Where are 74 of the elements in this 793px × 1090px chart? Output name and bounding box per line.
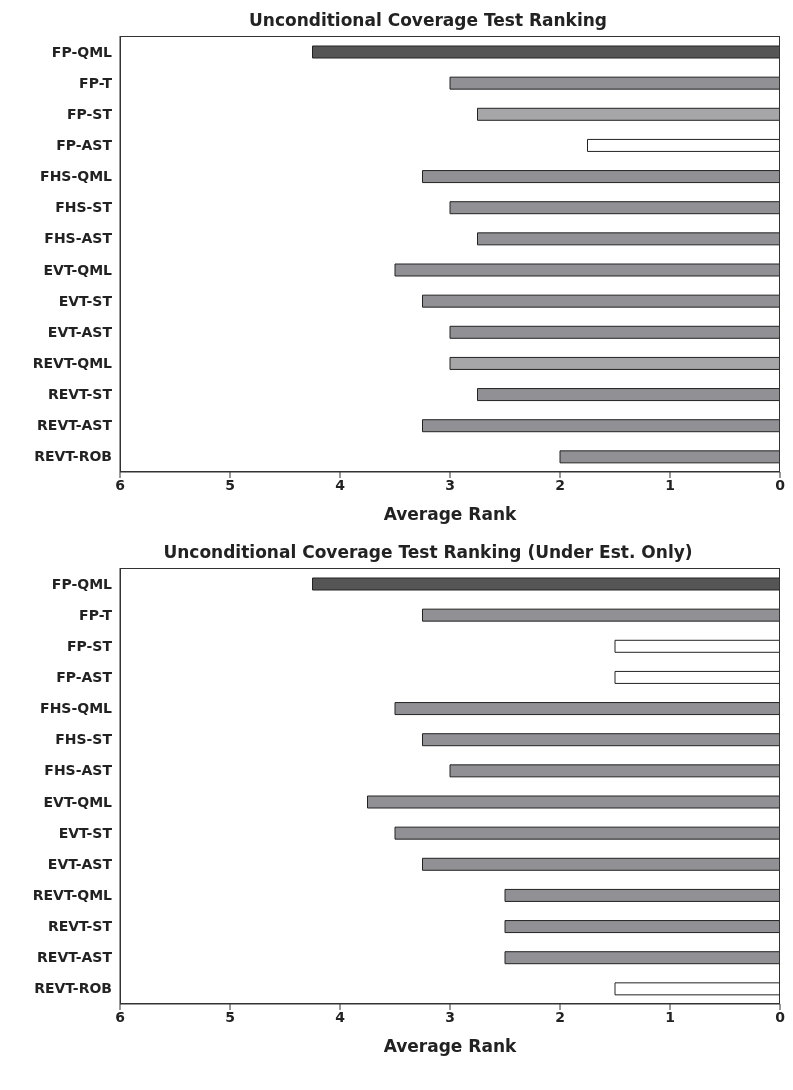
y-tick-label: EVT-AST <box>47 323 113 340</box>
bar <box>504 951 780 965</box>
bar <box>504 888 780 902</box>
bar <box>367 795 780 809</box>
y-tick-label: REVT-QML <box>32 354 113 371</box>
bar <box>614 639 780 653</box>
bar <box>449 764 780 778</box>
bar <box>312 45 780 59</box>
bar <box>449 76 780 90</box>
y-tick-label: EVT-AST <box>47 855 113 872</box>
y-tick-label: EVT-QML <box>43 793 113 810</box>
x-tick-label: 2 <box>555 1008 565 1025</box>
y-tick-label: FP-T <box>79 606 113 623</box>
y-tick-label: FHS-AST <box>44 230 113 247</box>
y-tick-label: FP-AST <box>56 668 113 685</box>
bar <box>422 608 780 622</box>
y-tick-label: FP-ST <box>66 105 113 122</box>
bar <box>477 107 780 121</box>
x-tick-label: 6 <box>115 1008 125 1025</box>
y-tick-label: EVT-QML <box>43 261 113 278</box>
y-tick-label: FHS-AST <box>44 762 113 779</box>
bar <box>587 138 780 152</box>
bar <box>394 263 780 277</box>
bar <box>614 982 780 996</box>
y-tick-label: REVT-AST <box>37 417 113 434</box>
bar <box>422 419 780 433</box>
y-tick-label: REVT-ROB <box>34 980 112 997</box>
bar <box>477 232 780 246</box>
y-tick-label: EVT-ST <box>58 292 113 309</box>
x-tick-label: 2 <box>555 476 565 493</box>
x-tick-label: 4 <box>335 476 346 493</box>
bar <box>504 920 780 934</box>
y-tick-label: FHS-QML <box>40 700 113 717</box>
chart-title: Unconditional Coverage Test Ranking <box>247 9 609 32</box>
bar <box>559 450 780 464</box>
bar <box>614 670 780 684</box>
bar <box>422 733 780 747</box>
y-tick-label: FHS-ST <box>55 199 113 216</box>
bar <box>449 356 780 370</box>
x-tick-label: 5 <box>225 1008 235 1025</box>
bar <box>422 857 780 871</box>
bar <box>422 170 780 184</box>
y-tick-label: FHS-QML <box>40 168 113 185</box>
x-tick-label: 5 <box>225 476 235 493</box>
x-tick-label: 1 <box>665 1008 675 1025</box>
y-tick-label: REVT-AST <box>37 949 113 966</box>
bar <box>449 325 780 339</box>
chart-title: Unconditional Coverage Test Ranking (Under Est. Only) <box>162 541 694 564</box>
y-tick-label: REVT-ST <box>47 918 113 935</box>
x-tick-label: 4 <box>335 1008 346 1025</box>
x-tick-label: 0 <box>775 476 786 493</box>
y-tick-label: FP-T <box>79 74 113 91</box>
x-axis-title: Average Rank <box>382 1035 518 1058</box>
y-tick-label: REVT-ST <box>47 386 113 403</box>
y-tick-label: EVT-ST <box>58 824 113 841</box>
bar <box>449 201 780 215</box>
bar <box>422 294 780 308</box>
bar <box>394 702 780 716</box>
x-tick-label: 1 <box>665 476 675 493</box>
bar <box>394 826 780 840</box>
y-tick-label: FP-AST <box>56 136 113 153</box>
y-tick-label: FP-ST <box>66 637 113 654</box>
y-tick-label: FHS-ST <box>55 731 113 748</box>
x-tick-label: 0 <box>775 1008 786 1025</box>
x-tick-label: 3 <box>445 476 455 493</box>
y-tick-label: REVT-QML <box>32 886 113 903</box>
x-axis-title: Average Rank <box>382 503 518 526</box>
y-tick-label: REVT-ROB <box>34 448 112 465</box>
bar <box>312 577 780 591</box>
y-tick-label: FP-QML <box>51 43 113 60</box>
bar <box>477 388 780 402</box>
y-tick-label: FP-QML <box>51 575 113 592</box>
x-tick-label: 6 <box>115 476 125 493</box>
x-tick-label: 3 <box>445 1008 455 1025</box>
